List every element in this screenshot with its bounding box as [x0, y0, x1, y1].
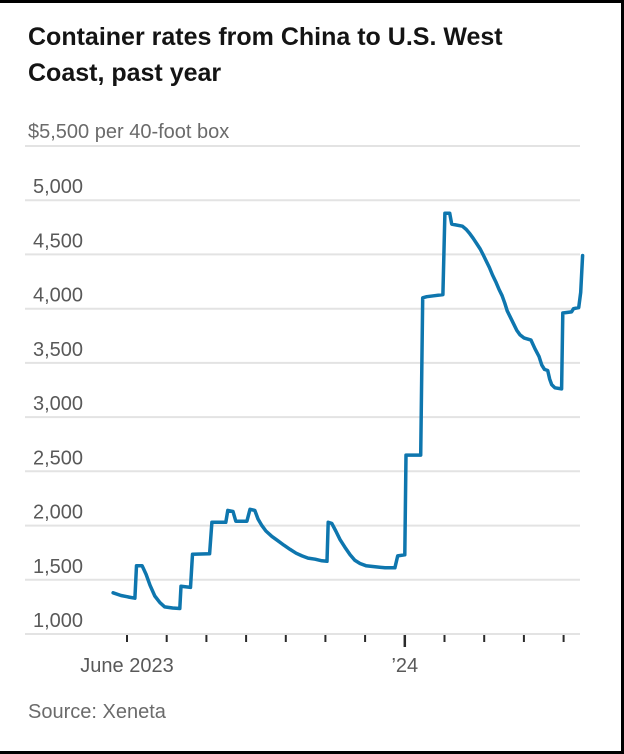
- y-axis-label: 4,500: [33, 230, 83, 252]
- y-axis-labels: 5,000 4,500 4,000 3,500 3,000 2,500 2,000 1,500…: [33, 176, 83, 632]
- x-axis-label: ’24: [391, 655, 418, 677]
- gridlines: [25, 145, 580, 635]
- y-axis-label: 3,000: [33, 393, 83, 415]
- y-axis-label: 2,500: [33, 447, 83, 469]
- chart-title: Container rates from China to U.S. West …: [28, 23, 503, 87]
- y-axis-label: 3,500: [33, 339, 83, 361]
- y-axis-label: 2,000: [33, 502, 83, 524]
- series-lines: [111, 211, 585, 611]
- y-axis-unit-label: $5,500 per 40-foot box: [28, 121, 230, 143]
- y-axis-label: 1,500: [33, 556, 83, 578]
- y-axis-label: 1,000: [33, 610, 83, 632]
- chart-svg: 5,000 4,500 4,000 3,500 3,000 2,500 2,000 1,500…: [25, 145, 585, 677]
- rate-line-series: [111, 211, 585, 611]
- y-axis-label: 4,000: [33, 285, 83, 307]
- x-axis-labels: June 2023 ’24: [80, 655, 418, 677]
- y-axis-label: 5,000: [33, 176, 83, 198]
- source-label: Source: Xeneta: [28, 701, 166, 723]
- x-axis-label: June 2023: [80, 655, 173, 677]
- x-axis-ticks: [126, 635, 565, 647]
